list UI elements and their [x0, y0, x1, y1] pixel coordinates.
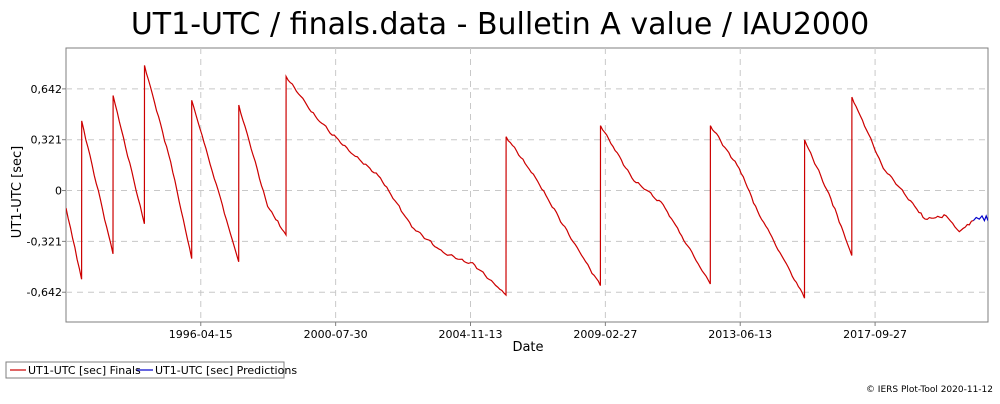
x-tick-label: 2009-02-27 [573, 328, 637, 341]
chart-title: UT1-UTC / finals.data - Bulletin A value… [131, 7, 869, 42]
x-tick-label: 1996-04-15 [169, 328, 233, 341]
legend-finals-label: UT1-UTC [sec] Finals [28, 364, 141, 377]
y-tick-label: -0,642 [27, 286, 62, 299]
series-finals-line [66, 65, 974, 299]
x-tick-label: 2004-11-13 [439, 328, 503, 341]
credit-text: © IERS Plot-Tool 2020-11-12 [866, 385, 993, 395]
series-layer [66, 65, 988, 299]
x-tick-label: 2017-09-27 [843, 328, 907, 341]
x-tick-label: 2013-06-13 [708, 328, 772, 341]
plot-area [65, 47, 989, 323]
series-predictions-line [972, 214, 988, 223]
x-axis-label: Date [512, 340, 543, 355]
x-tick-label: 2000-07-30 [304, 328, 368, 341]
y-axis-ticks: 0,642 0,321 0 -0,321 -0,642 [27, 83, 66, 299]
x-axis-ticks: 1996-04-15 2000-07-30 2004-11-13 2009-02-27… [169, 322, 907, 341]
y-tick-label: 0,642 [31, 83, 63, 96]
grid-lines [66, 48, 988, 322]
legend-predictions-label: UT1-UTC [sec] Predictions [155, 364, 297, 377]
y-tick-label: -0,321 [27, 235, 62, 248]
y-tick-label: 0 [55, 185, 62, 198]
y-tick-label: 0,321 [31, 134, 63, 147]
plot-clip [66, 65, 988, 299]
y-axis-label: UT1-UTC [sec] [10, 146, 25, 238]
